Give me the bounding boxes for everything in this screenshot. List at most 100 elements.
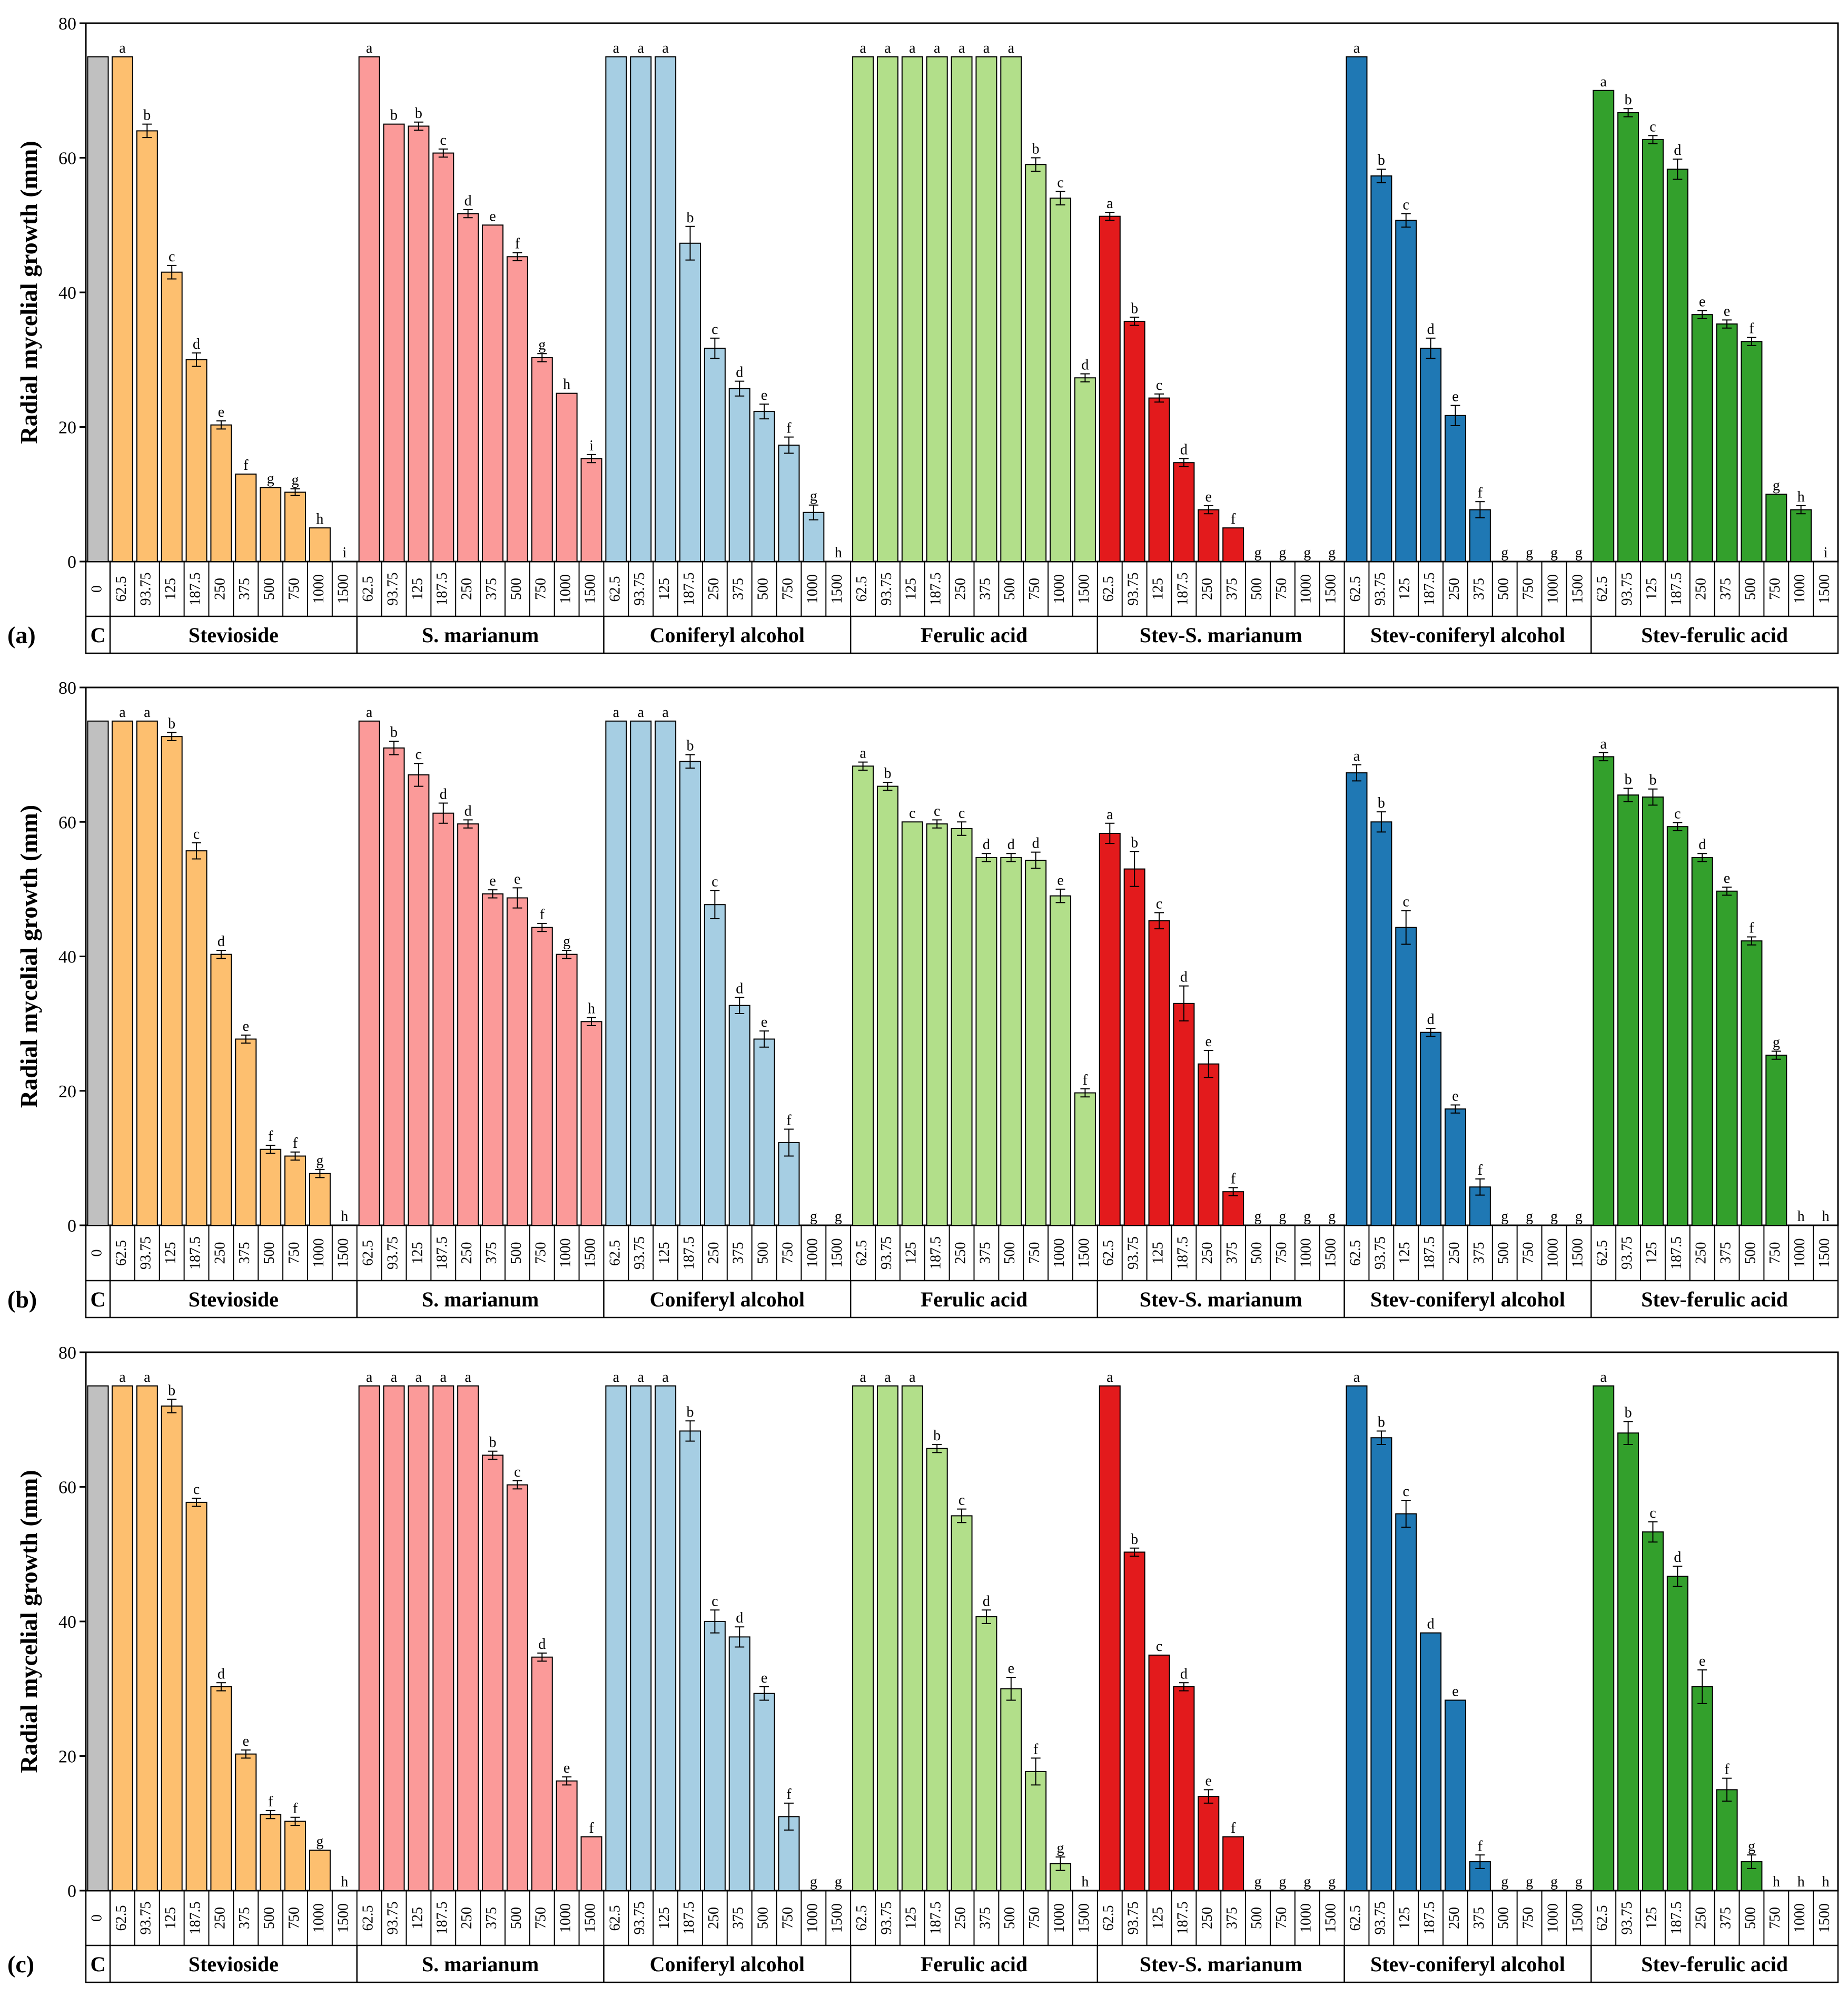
concentration-label: 750: [779, 1907, 796, 1929]
concentration-label: 1500: [582, 1238, 598, 1268]
concentration-label: 125: [409, 578, 426, 600]
concentration-label: 250: [1199, 1907, 1215, 1929]
concentration-label: 62.5: [113, 1905, 130, 1931]
concentration-label: 375: [730, 1907, 747, 1929]
concentration-label: 750: [286, 1907, 302, 1929]
concentration-label: 62.5: [1347, 1905, 1363, 1931]
concentration-label: 1500: [1076, 574, 1092, 604]
significance-letter: c: [1156, 1638, 1162, 1655]
concentration-label: 62.5: [854, 1905, 870, 1931]
concentration-label: 500: [1742, 578, 1758, 600]
concentration-label: 500: [1249, 1907, 1265, 1929]
significance-letter: c: [711, 1593, 718, 1609]
significance-letter: a: [662, 1369, 669, 1385]
significance-letter: a: [1600, 1369, 1607, 1385]
concentration-label: 1000: [1792, 1903, 1808, 1933]
concentration-label: 93.75: [1619, 1236, 1635, 1270]
data-bar: [753, 1038, 775, 1226]
concentration-label: 750: [1273, 578, 1290, 600]
data-bar: [1765, 1055, 1787, 1226]
concentration-label: 375: [1718, 1907, 1734, 1929]
concentration-label: 187.5: [1174, 1236, 1191, 1270]
group-label: S. marianum: [422, 623, 539, 647]
significance-letter: a: [884, 40, 891, 56]
data-bar: [1123, 1551, 1145, 1891]
concentration-label: 750: [1026, 578, 1043, 600]
group-label: Coniferyl alcohol: [650, 1952, 805, 1976]
significance-letter: g: [1526, 1208, 1533, 1225]
concentration-label: 62.5: [1101, 1905, 1117, 1931]
significance-letter: f: [293, 1135, 298, 1152]
concentration-label: 1000: [1545, 1238, 1561, 1268]
significance-letter: f: [1083, 1072, 1088, 1088]
data-bar: [1173, 462, 1195, 563]
data-bar: [185, 359, 207, 562]
data-bar: [260, 1814, 282, 1892]
concentration-label: 187.5: [434, 1236, 450, 1270]
significance-letter: a: [391, 1369, 398, 1385]
data-bar: [1148, 397, 1170, 562]
concentration-label: 1500: [1323, 574, 1339, 604]
concentration-label: 375: [483, 1242, 500, 1264]
significance-letter: d: [1698, 837, 1706, 853]
concentration-label: 187.5: [1421, 573, 1438, 606]
concentration-label: 125: [1644, 1907, 1660, 1929]
data-bar: [358, 56, 380, 562]
significance-letter: g: [1057, 1840, 1064, 1856]
data-bar: [753, 1693, 775, 1891]
data-bar: [210, 424, 232, 562]
group-label: Stevioside: [189, 1952, 279, 1976]
group-label: Coniferyl alcohol: [650, 623, 805, 647]
concentration-label: 750: [533, 1907, 549, 1929]
concentration-label: 375: [730, 578, 747, 600]
significance-letter: g: [810, 488, 817, 505]
significance-letter: d: [1032, 835, 1040, 852]
concentration-label: 1000: [311, 1903, 327, 1933]
data-bar: [556, 392, 578, 562]
concentration-label: 62.5: [1594, 576, 1610, 602]
y-tick-label: 20: [58, 418, 76, 438]
significance-letter: h: [341, 1874, 348, 1890]
concentration-label: 375: [977, 1907, 993, 1929]
concentration-label: 375: [236, 578, 253, 600]
significance-letter: g: [810, 1208, 817, 1225]
concentration-label: 1500: [1323, 1238, 1339, 1268]
concentration-label: 125: [1150, 1242, 1166, 1264]
significance-letter: f: [786, 1786, 792, 1803]
data-bar: [975, 1616, 997, 1892]
concentration-label: 1000: [1051, 1238, 1068, 1268]
significance-letter: e: [218, 404, 224, 420]
significance-letter: f: [786, 420, 792, 437]
concentration-label: 1500: [1816, 1903, 1833, 1933]
group-label: Ferulic acid: [921, 1287, 1027, 1311]
group-label: Ferulic acid: [921, 623, 1027, 647]
data-bar: [580, 1021, 602, 1226]
data-bar: [136, 1385, 158, 1891]
y-tick-label: 60: [58, 149, 76, 169]
concentration-label: 500: [1496, 578, 1512, 600]
concentration-label: 125: [163, 578, 179, 600]
data-bar: [408, 774, 430, 1226]
significance-letter: a: [416, 1369, 422, 1385]
concentration-label: 187.5: [928, 573, 944, 606]
concentration-label: 375: [1718, 578, 1734, 600]
significance-letter: g: [1254, 1208, 1262, 1225]
significance-letter: g: [1748, 1838, 1755, 1854]
significance-letter: d: [983, 1593, 990, 1609]
data-bar: [876, 56, 898, 562]
significance-letter: a: [440, 1369, 447, 1385]
significance-letter: g: [835, 1874, 842, 1890]
concentration-label: 187.5: [1174, 1902, 1191, 1935]
concentration-label: 750: [1767, 1242, 1783, 1264]
data-bar: [309, 1850, 331, 1892]
concentration-label: 1500: [335, 1903, 352, 1933]
significance-letter: g: [1550, 545, 1558, 561]
concentration-label: 250: [212, 1907, 228, 1929]
control-label: C: [91, 1287, 106, 1311]
group-label: Stev-coniferyl alcohol: [1370, 623, 1565, 647]
data-bar: [235, 1038, 257, 1226]
significance-letter: g: [1328, 1874, 1336, 1890]
y-tick-label: 40: [58, 283, 76, 303]
y-tick-label: 0: [67, 553, 76, 572]
y-tick-label: 0: [67, 1216, 76, 1236]
